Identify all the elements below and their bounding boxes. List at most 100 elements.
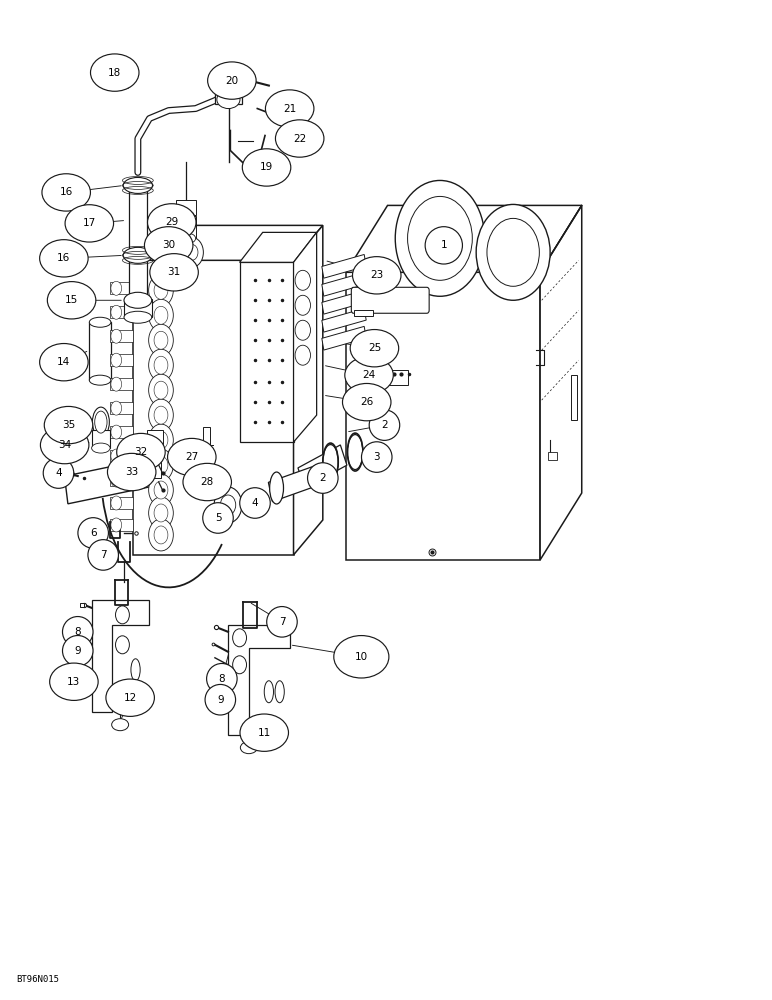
Bar xyxy=(110,378,134,390)
Ellipse shape xyxy=(334,636,389,678)
Text: 34: 34 xyxy=(58,440,71,450)
Text: 3: 3 xyxy=(374,452,380,462)
Circle shape xyxy=(154,481,168,499)
Text: 14: 14 xyxy=(57,357,70,367)
Circle shape xyxy=(111,425,122,439)
Circle shape xyxy=(149,374,173,406)
Text: 15: 15 xyxy=(65,295,78,305)
Circle shape xyxy=(111,473,122,487)
Ellipse shape xyxy=(124,311,152,323)
Bar xyxy=(146,458,161,478)
Text: 2: 2 xyxy=(320,473,326,483)
Circle shape xyxy=(149,399,173,431)
Text: 16: 16 xyxy=(57,253,70,263)
Polygon shape xyxy=(322,272,366,296)
Ellipse shape xyxy=(43,458,74,488)
Bar xyxy=(202,427,210,445)
Text: 7: 7 xyxy=(279,617,286,627)
Circle shape xyxy=(111,281,122,295)
Text: 19: 19 xyxy=(260,162,273,172)
Ellipse shape xyxy=(345,356,393,394)
Bar xyxy=(110,497,134,509)
Text: 4: 4 xyxy=(252,498,259,508)
Circle shape xyxy=(116,606,130,624)
Circle shape xyxy=(149,474,173,506)
Text: 20: 20 xyxy=(225,76,239,86)
Text: 32: 32 xyxy=(134,447,147,457)
Circle shape xyxy=(149,324,173,356)
Ellipse shape xyxy=(205,684,235,715)
Polygon shape xyxy=(346,272,540,560)
Ellipse shape xyxy=(180,233,195,243)
Circle shape xyxy=(111,353,122,367)
Circle shape xyxy=(295,345,310,365)
Ellipse shape xyxy=(425,227,462,264)
Circle shape xyxy=(154,331,168,349)
Ellipse shape xyxy=(112,719,129,731)
Ellipse shape xyxy=(93,407,110,437)
Circle shape xyxy=(111,518,122,532)
Text: 28: 28 xyxy=(201,477,214,487)
Ellipse shape xyxy=(124,177,153,193)
Ellipse shape xyxy=(63,617,93,647)
Ellipse shape xyxy=(240,714,289,751)
Ellipse shape xyxy=(217,91,240,109)
Bar xyxy=(110,426,134,438)
Ellipse shape xyxy=(131,659,141,681)
Ellipse shape xyxy=(92,443,110,453)
Bar xyxy=(110,354,134,366)
Text: 22: 22 xyxy=(293,134,306,144)
Text: 9: 9 xyxy=(74,646,81,656)
Text: 23: 23 xyxy=(370,270,384,280)
Bar xyxy=(129,185,147,300)
Polygon shape xyxy=(65,456,164,504)
Circle shape xyxy=(149,519,173,551)
Circle shape xyxy=(214,487,242,523)
Text: 35: 35 xyxy=(62,420,75,430)
Circle shape xyxy=(154,356,168,374)
Circle shape xyxy=(111,305,122,319)
Circle shape xyxy=(154,431,168,449)
Ellipse shape xyxy=(65,205,113,242)
Ellipse shape xyxy=(90,375,111,385)
Circle shape xyxy=(154,281,168,299)
Ellipse shape xyxy=(215,71,242,81)
Ellipse shape xyxy=(242,149,291,186)
Text: 30: 30 xyxy=(162,240,175,250)
Text: BT96N015: BT96N015 xyxy=(16,975,59,984)
Ellipse shape xyxy=(369,410,400,440)
Ellipse shape xyxy=(353,257,401,294)
Ellipse shape xyxy=(63,636,93,666)
Bar xyxy=(124,299,152,317)
Ellipse shape xyxy=(361,442,392,472)
Ellipse shape xyxy=(307,463,338,493)
Text: 29: 29 xyxy=(165,217,178,227)
Bar xyxy=(354,310,373,316)
Circle shape xyxy=(220,495,235,515)
Polygon shape xyxy=(322,326,366,350)
Text: 6: 6 xyxy=(90,528,96,538)
Text: 25: 25 xyxy=(367,343,381,353)
Circle shape xyxy=(111,329,122,343)
Polygon shape xyxy=(322,290,366,314)
Bar xyxy=(110,450,134,462)
Circle shape xyxy=(180,237,203,267)
Circle shape xyxy=(149,449,173,481)
Text: 13: 13 xyxy=(67,677,80,687)
Circle shape xyxy=(149,497,173,529)
Polygon shape xyxy=(322,254,366,278)
Polygon shape xyxy=(269,460,334,502)
Circle shape xyxy=(487,218,540,286)
Ellipse shape xyxy=(266,607,297,637)
Ellipse shape xyxy=(44,406,93,444)
Ellipse shape xyxy=(39,240,88,277)
Ellipse shape xyxy=(347,435,363,470)
Circle shape xyxy=(149,274,173,306)
Polygon shape xyxy=(293,225,323,555)
Circle shape xyxy=(149,299,173,331)
Bar xyxy=(110,282,134,294)
Ellipse shape xyxy=(240,742,257,754)
Ellipse shape xyxy=(78,518,108,548)
Text: 31: 31 xyxy=(168,267,181,277)
Text: 8: 8 xyxy=(218,674,225,684)
